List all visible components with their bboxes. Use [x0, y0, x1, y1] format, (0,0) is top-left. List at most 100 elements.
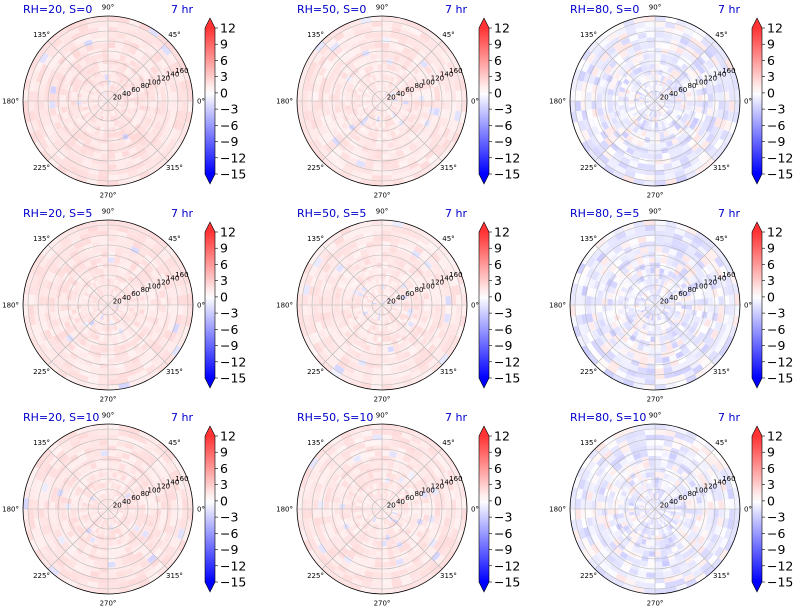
heat-cell	[156, 347, 168, 358]
heat-cell	[697, 298, 703, 305]
heat-cell	[41, 321, 50, 332]
heat-cell	[397, 286, 404, 293]
r-tick-label: 40	[669, 90, 678, 98]
heat-cell	[355, 34, 366, 43]
heat-cell	[623, 300, 629, 305]
heat-cell	[608, 133, 618, 143]
heat-cell	[137, 58, 146, 68]
heat-cell	[337, 281, 346, 289]
heat-cell	[108, 132, 113, 139]
heat-cell	[130, 120, 138, 128]
heat-cell	[138, 226, 151, 236]
heat-cell	[371, 102, 378, 106]
heat-cell	[136, 231, 148, 241]
heat-cell	[428, 121, 436, 131]
heat-cell	[382, 289, 385, 295]
heat-cell	[703, 33, 716, 45]
heat-cell	[82, 78, 90, 85]
heat-cell	[734, 89, 740, 101]
heat-cell	[83, 313, 90, 319]
heat-cell	[114, 329, 121, 336]
heat-cell	[112, 96, 119, 100]
heat-cell	[382, 53, 389, 59]
heat-cell	[382, 302, 388, 305]
heat-cell	[365, 321, 372, 329]
heat-cell	[110, 278, 115, 285]
heat-cell	[354, 285, 361, 292]
heat-cell	[50, 311, 57, 321]
heat-cell	[366, 98, 372, 101]
heat-cell	[73, 317, 81, 324]
heat-cell	[352, 324, 360, 332]
heat-cell	[707, 305, 714, 313]
heat-cell	[54, 275, 62, 285]
heat-cell	[106, 106, 108, 112]
heat-cell	[147, 231, 160, 242]
heat-cell	[81, 327, 89, 335]
heat-cell	[127, 24, 139, 33]
heat-cell	[651, 74, 655, 80]
heat-cell	[108, 310, 111, 316]
heat-cell	[675, 47, 685, 55]
heat-cell	[127, 310, 134, 316]
heat-cell	[171, 322, 180, 334]
heat-cell	[421, 111, 429, 120]
heat-cell	[143, 142, 154, 152]
heat-cell	[70, 32, 82, 42]
heat-cell	[129, 114, 136, 121]
heat-cell	[120, 332, 127, 340]
heat-cell	[132, 241, 143, 250]
heat-cell	[129, 101, 135, 105]
heat-cell	[391, 309, 397, 313]
heat-cell	[352, 59, 361, 68]
heat-cell	[374, 290, 378, 296]
heat-cell	[649, 98, 655, 101]
theta-tick-label: 225°	[307, 164, 324, 172]
heat-cell	[633, 82, 640, 89]
heat-cell	[108, 127, 113, 133]
heat-cell	[403, 305, 409, 309]
heat-cell	[94, 295, 100, 300]
heat-cell	[636, 79, 643, 86]
heat-cell	[423, 55, 433, 66]
heat-cell	[94, 323, 100, 330]
heat-cell	[659, 102, 666, 106]
heat-cell	[84, 315, 92, 322]
heat-cell	[350, 151, 360, 160]
heat-cell	[623, 104, 630, 110]
colorbar-extend-min	[205, 174, 215, 184]
heat-cell	[446, 129, 456, 141]
theta-tick-label: 90°	[102, 208, 114, 216]
heat-cell	[583, 72, 592, 84]
heat-cell	[92, 103, 99, 108]
heat-cell	[376, 98, 382, 101]
heat-cell	[350, 104, 357, 110]
heat-cell	[585, 295, 592, 305]
heat-cell	[108, 273, 113, 279]
heat-cell	[347, 317, 355, 324]
heat-cell	[128, 378, 141, 388]
heat-cell	[135, 286, 143, 293]
colorbar-tick-label: 6	[767, 53, 775, 68]
heat-cell	[121, 107, 128, 112]
heat-cell	[113, 99, 119, 101]
heat-cell	[118, 54, 127, 62]
heat-cell	[701, 62, 711, 72]
heat-cell	[39, 331, 49, 343]
heat-cell	[124, 315, 132, 322]
heat-cell	[398, 34, 409, 43]
heat-cell	[636, 140, 645, 148]
heat-cell	[150, 245, 161, 257]
heat-cell	[640, 130, 647, 137]
heat-cell	[72, 50, 82, 59]
heat-cell	[103, 331, 108, 337]
heat-cell	[103, 90, 107, 97]
heat-cell	[617, 101, 624, 106]
heat-cell	[152, 80, 160, 89]
heat-cell	[696, 88, 703, 96]
heat-cell	[581, 61, 591, 73]
heat-cell	[363, 270, 370, 278]
heat-cell	[428, 311, 435, 319]
heat-cell	[599, 62, 609, 72]
heat-cell	[417, 346, 428, 356]
